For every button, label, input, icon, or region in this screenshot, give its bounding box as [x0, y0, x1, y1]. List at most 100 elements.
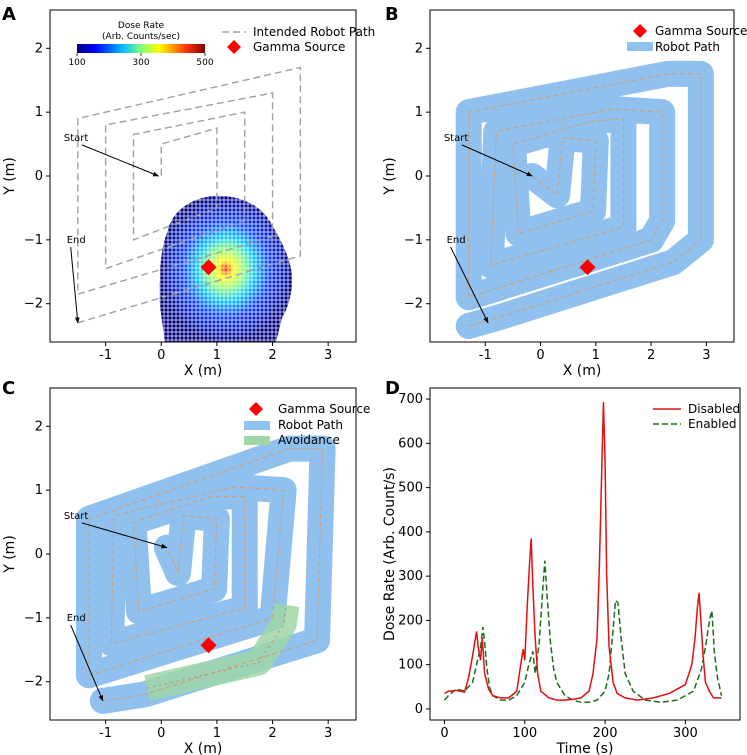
avoidance-path-centerline — [147, 605, 287, 689]
panel-a-axes: -1 0 1 2 3 −2 −1 0 1 2 X (m) Y (m) — [2, 41, 332, 379]
panel-d-ytick-label: 0 — [415, 702, 423, 717]
panel-a-end-annotation: End — [67, 235, 86, 246]
robot-path-band — [75, 435, 336, 714]
panel-b-plot-area — [455, 60, 714, 340]
panel-b-xtick-label: 0 — [536, 348, 544, 363]
panel-b-gamma-source-marker — [579, 259, 596, 276]
colorbar-ticks: 100 300 500 — [68, 53, 214, 68]
panel-a-xtick-label: 1 — [213, 348, 221, 363]
panel-b-ytick-label: −2 — [404, 297, 423, 312]
panel-c-ytick-label: 2 — [35, 419, 43, 434]
panel-a-xtick-label: 0 — [157, 348, 165, 363]
legend-enabled-label: Enabled — [688, 417, 737, 431]
legend-avoidance-label: Avoidance — [278, 433, 340, 447]
legend-disabled-label: Disabled — [688, 402, 740, 416]
panel-b-ylabel: Y (m) — [382, 157, 398, 196]
panel-a-ytick-label: 2 — [35, 41, 43, 56]
panel-a-xtick-label: -1 — [99, 348, 112, 363]
panel-b-start-annotation: Start — [444, 133, 469, 144]
panel-letter-b: B — [385, 4, 399, 25]
legend-gamma-source-marker — [227, 40, 241, 54]
panel-a-ytick-label: −1 — [24, 233, 43, 248]
panel-d-ytick-label: 600 — [398, 436, 423, 451]
panel-b-xtick-label: 2 — [647, 348, 655, 363]
legend-gamma-source-marker — [249, 402, 263, 416]
legend-gamma-source-label: Gamma Source — [253, 40, 345, 54]
panel-a-ylabel: Y (m) — [2, 157, 18, 196]
panel-c-xtick-label: 2 — [268, 726, 276, 741]
panel-c-end-annotation: End — [67, 613, 86, 624]
panel-b-ytick-label: 0 — [415, 169, 423, 184]
legend-robot-path-label: Robot Path — [278, 418, 343, 432]
panel-c-gamma-source-marker — [200, 637, 217, 654]
panel-d-ytick-label: 700 — [398, 392, 423, 407]
panel-c-ytick-label: −1 — [24, 611, 43, 626]
panel-c-end-arrow — [70, 624, 104, 702]
legend-gamma-source-label: Gamma Source — [278, 402, 370, 416]
panel-c-axes: -1 0 1 2 3 −2 −1 0 1 2 X (m) Y (m) — [2, 419, 332, 755]
panel-c-xtick-label: 0 — [157, 726, 165, 741]
panel-c: -1 0 1 2 3 −2 −1 0 1 2 X (m) Y (m) Gamma Source Rob… — [2, 387, 370, 755]
legend-gamma-source-label: Gamma Source — [655, 24, 747, 38]
panel-d-xtick-label: 300 — [673, 726, 698, 741]
robot-path-band — [455, 60, 714, 340]
panel-d-ytick-label: 400 — [398, 525, 423, 540]
panel-b-xlabel: X (m) — [563, 363, 602, 379]
colorbar-tick-label: 500 — [196, 58, 213, 68]
panel-a-start-arrow — [81, 144, 160, 177]
panel-b-xtick-label: 1 — [592, 348, 600, 363]
legend-robot-path-swatch — [244, 421, 270, 430]
panel-b-ytick-label: −1 — [404, 233, 423, 248]
panel-d-frame — [429, 387, 741, 721]
panel-c-start-arrow — [81, 522, 168, 549]
panel-c-plot-area — [75, 435, 336, 714]
legend-avoidance-swatch — [244, 436, 270, 445]
panel-d-xtick-label: 200 — [593, 726, 618, 741]
panel-c-xtick-label: 1 — [213, 726, 221, 741]
panel-b-ytick-label: 1 — [415, 105, 423, 120]
panel-b-end-arrow — [450, 246, 489, 324]
intended-robot-path — [77, 66, 302, 324]
panel-d: 0 100 200 300 0 100 200 300 400 500 600 700 Time (s)… — [382, 387, 741, 755]
panel-c-xlabel: X (m) — [184, 741, 223, 755]
legend-robot-path-swatch — [627, 42, 653, 51]
panel-c-xtick-label: 3 — [324, 726, 332, 741]
panel-d-ytick-label: 500 — [398, 481, 423, 496]
panel-d-axes: 0 100 200 300 0 100 200 300 400 500 600 700 Time (s)… — [382, 392, 698, 755]
panel-b-ytick-label: 2 — [415, 41, 423, 56]
panel-a-xtick-label: 3 — [324, 348, 332, 363]
panel-d-ytick-label: 100 — [398, 658, 423, 673]
colorbar-tick-label: 300 — [132, 58, 149, 68]
panel-b-start-arrow — [461, 144, 533, 177]
panel-d-ytick-label: 300 — [398, 569, 423, 584]
panel-c-start-annotation: Start — [64, 511, 89, 522]
panel-c-xtick-label: -1 — [99, 726, 112, 741]
legend-gamma-source-marker — [633, 24, 647, 38]
panel-b-xtick-label: -1 — [479, 348, 492, 363]
panel-a-end-arrow — [70, 246, 80, 324]
panel-letter-c: C — [2, 378, 15, 399]
series-enabled-line — [443, 560, 723, 704]
series-disabled-line — [444, 402, 722, 701]
panel-b-xtick-label: 3 — [702, 348, 710, 363]
panel-a-xlabel: X (m) — [184, 363, 223, 379]
robot-path-centerline — [468, 73, 702, 327]
panel-b-axes: -1 0 1 2 3 −2 −1 0 1 2 X (m) Y (m) — [382, 41, 711, 379]
panel-d-xtick-label: 100 — [512, 726, 537, 741]
legend-intended-path-label: Intended Robot Path — [253, 25, 375, 39]
colorbar-title-line2: (Arb. Counts/sec) — [102, 32, 180, 42]
panel-a: -1 0 1 2 3 −2 −1 0 1 2 X (m) Y (m) Dose Rate (Arb. … — [2, 9, 375, 379]
legend-robot-path-label: Robot Path — [655, 40, 720, 54]
panel-a-xtick-label: 2 — [268, 348, 276, 363]
colorbar-tick-label: 100 — [68, 58, 85, 68]
panel-b: -1 0 1 2 3 −2 −1 0 1 2 X (m) Y (m) Gamma Source Rob… — [382, 9, 747, 379]
panel-b-end-annotation: End — [447, 235, 466, 246]
panel-letter-a: A — [2, 4, 16, 25]
panel-a-start-annotation: Start — [64, 133, 89, 144]
panel-c-ytick-label: 1 — [35, 483, 43, 498]
panel-d-ytick-label: 200 — [398, 613, 423, 628]
panel-d-xtick-label: 0 — [440, 726, 448, 741]
panel-d-ylabel: Dose Rate (Arb. Count/s) — [382, 467, 398, 641]
colorbar — [77, 44, 205, 53]
